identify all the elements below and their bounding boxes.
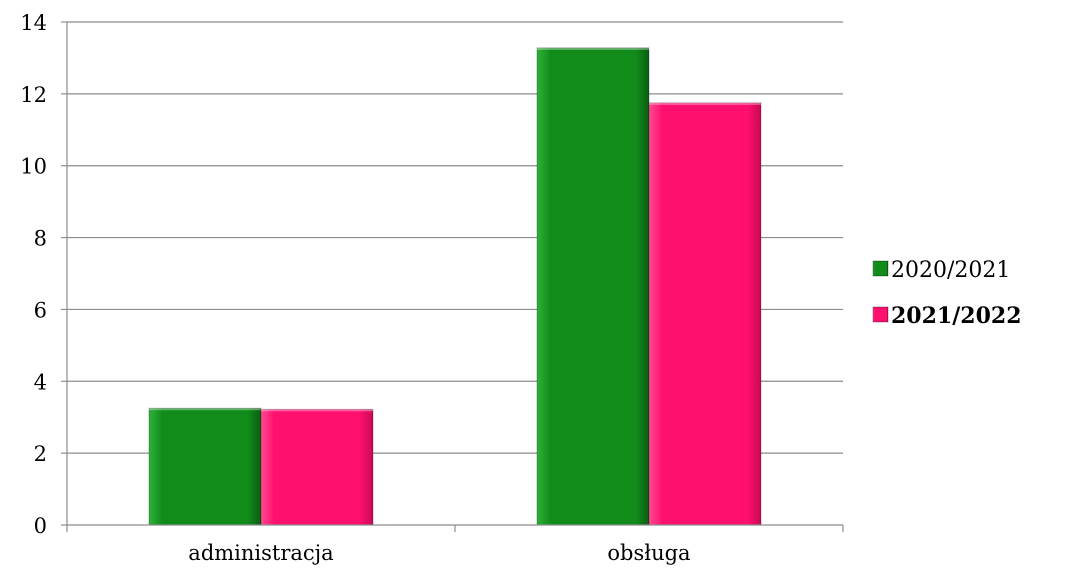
legend: 2020/2021 2021/2022 — [872, 258, 1022, 329]
x-axis-category-labels: administracja obsługa — [188, 541, 690, 565]
bars — [148, 47, 762, 526]
x-category-label: obsługa — [607, 541, 690, 565]
bar-highlight — [261, 409, 373, 412]
y-tick-label: 0 — [34, 514, 47, 538]
x-axis — [66, 524, 844, 532]
y-tick-label: 10 — [20, 155, 47, 179]
y-tick-label: 8 — [34, 227, 47, 251]
bar-highlight — [537, 47, 649, 50]
y-tick-label: 6 — [34, 298, 47, 322]
y-tick-label: 14 — [20, 11, 47, 35]
legend-label: 2020/2021 — [891, 258, 1010, 283]
legend-label: 2021/2022 — [891, 303, 1022, 329]
y-axis-tick-labels: 0 2 4 6 8 10 12 14 — [20, 11, 47, 538]
bar-highlight — [649, 102, 761, 105]
y-tick-label: 12 — [20, 83, 47, 107]
legend-swatch — [872, 306, 889, 323]
legend-swatch — [872, 260, 889, 277]
bar — [536, 47, 650, 526]
x-category-label: administracja — [188, 541, 333, 565]
bar — [648, 102, 762, 526]
bar — [260, 408, 374, 526]
y-tick-label: 2 — [34, 442, 47, 466]
bar — [148, 407, 262, 526]
y-tick-label: 4 — [34, 370, 47, 394]
bar-highlight — [149, 408, 261, 411]
